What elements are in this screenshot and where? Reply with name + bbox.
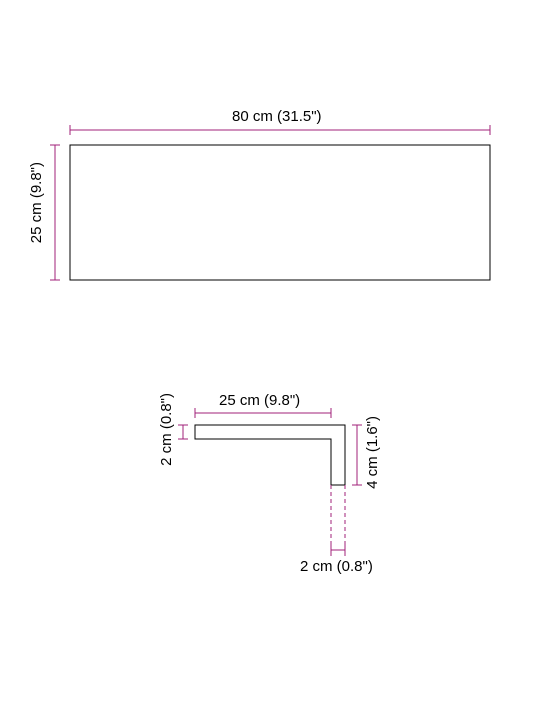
bottom-topwidth-label: 25 cm (9.8") bbox=[219, 392, 300, 409]
bottom-L-outline bbox=[195, 425, 345, 485]
diagram-stage: 80 cm (31.5") 25 cm (9.8") 25 cm (9.8") … bbox=[0, 0, 540, 720]
bottom-lipthick-label: 2 cm (0.8") bbox=[300, 558, 373, 575]
bottom-lipheight-label: 4 cm (1.6") bbox=[364, 416, 381, 489]
top-width-label: 80 cm (31.5") bbox=[232, 108, 322, 125]
bottom-leftthick-label: 2 cm (0.8") bbox=[158, 393, 175, 466]
top-height-label: 25 cm (9.8") bbox=[28, 162, 45, 243]
top-rect-outline bbox=[70, 145, 490, 280]
